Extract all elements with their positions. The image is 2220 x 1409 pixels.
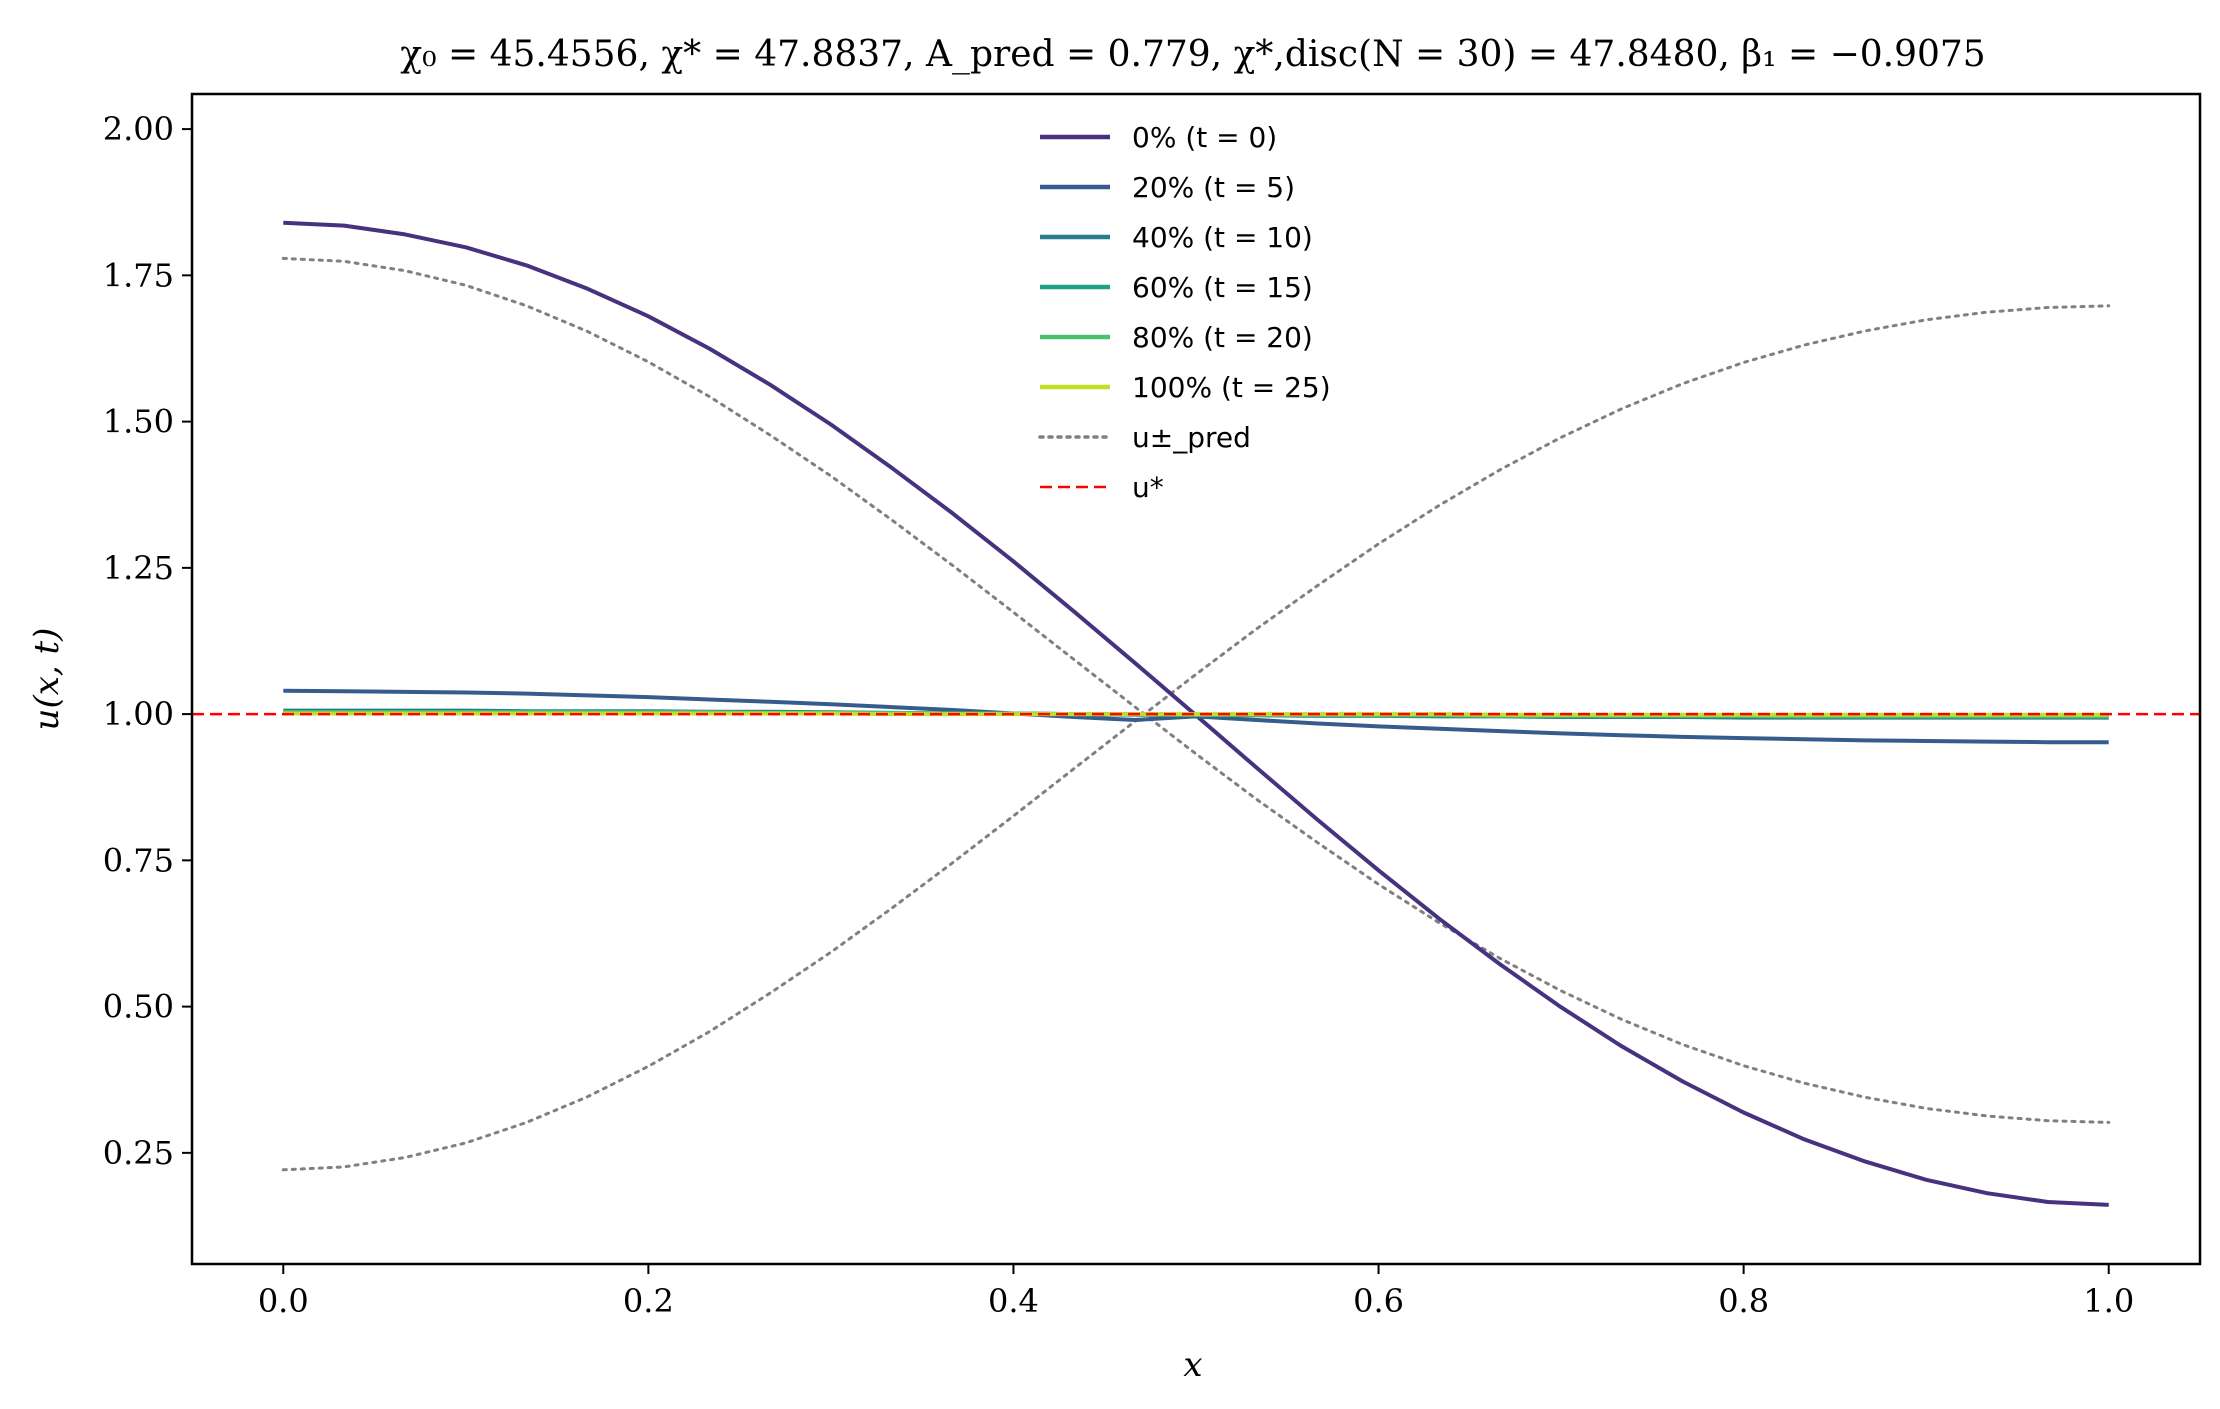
plot-frame bbox=[190, 92, 2202, 1266]
y-tick-label: 1.00 bbox=[103, 695, 174, 733]
y-tick-label: 1.25 bbox=[103, 549, 174, 587]
y-tick-label: 2.00 bbox=[103, 110, 174, 148]
legend-label: 40% (t = 10) bbox=[1132, 221, 1313, 254]
x-tick-label: 0.6 bbox=[1353, 1282, 1404, 1320]
legend-label: 20% (t = 5) bbox=[1132, 171, 1295, 204]
plot-area bbox=[192, 220, 2200, 1207]
x-axis: 0.0 0.2 0.4 0.6 0.8 1.0 bbox=[258, 1264, 2134, 1320]
x-axis-label: x bbox=[1183, 1345, 1202, 1385]
x-tick-label: 0.0 bbox=[258, 1282, 309, 1320]
x-tick-label: 0.2 bbox=[623, 1282, 674, 1320]
legend: 0% (t = 0) 20% (t = 5) 40% (t = 10) 60% (t … bbox=[1038, 121, 1331, 504]
legend-label: u* bbox=[1132, 471, 1164, 504]
y-axis: 0.25 0.50 0.75 1.00 1.25 1.50 1.75 2.00 bbox=[103, 110, 192, 1172]
y-axis-label: u(x, t) bbox=[27, 628, 67, 731]
x-tick-label: 0.4 bbox=[988, 1282, 1039, 1320]
x-tick-label: 0.8 bbox=[1718, 1282, 1769, 1320]
legend-label: 100% (t = 25) bbox=[1132, 371, 1331, 404]
legend-label: 0% (t = 0) bbox=[1132, 121, 1277, 154]
legend-label: 80% (t = 20) bbox=[1132, 321, 1313, 354]
y-tick-label: 1.75 bbox=[103, 256, 174, 294]
y-tick-label: 0.25 bbox=[103, 1134, 174, 1172]
legend-label: u±_pred bbox=[1132, 421, 1251, 454]
y-tick-label: 1.50 bbox=[103, 403, 174, 441]
series-line-u-pred bbox=[281, 256, 2111, 1124]
y-tick-label: 0.50 bbox=[103, 988, 174, 1026]
legend-label: 60% (t = 15) bbox=[1132, 271, 1313, 304]
series-line-u-pred bbox=[281, 304, 2111, 1172]
chart-title: χ₀ = 45.4556, χ* = 47.8837, A_pred = 0.7… bbox=[400, 34, 1985, 75]
x-tick-label: 1.0 bbox=[2083, 1282, 2134, 1320]
y-tick-label: 0.75 bbox=[103, 841, 174, 879]
